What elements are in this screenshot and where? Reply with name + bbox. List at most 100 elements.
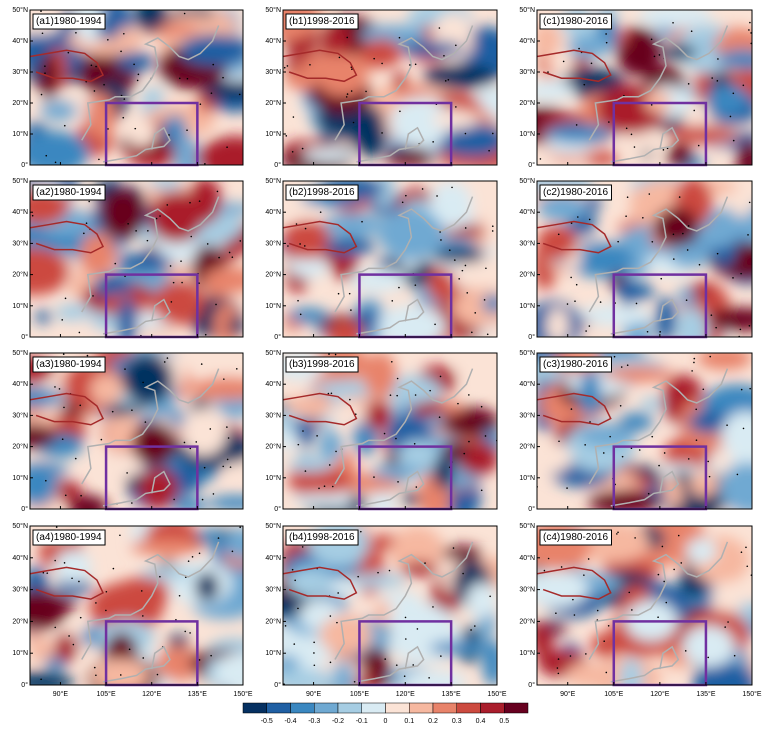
lat-tick-label: 50°N	[265, 349, 281, 357]
coastline	[81, 25, 220, 141]
stipple	[181, 281, 183, 284]
field-blob	[392, 84, 431, 101]
lon-tick-label: 150°E	[233, 690, 252, 698]
coastline	[588, 25, 729, 141]
coastline	[102, 645, 171, 683]
stipple	[398, 286, 400, 289]
stipple	[319, 211, 322, 213]
field-blob	[106, 451, 143, 478]
stipple	[142, 615, 144, 617]
panel-label: (c4)1980-2016	[543, 532, 608, 543]
field-blob	[215, 651, 243, 685]
stipple	[672, 233, 675, 236]
field-blob	[397, 439, 439, 472]
stipple	[727, 621, 729, 623]
stipple	[557, 672, 560, 675]
lat-tick-label: 40°N	[265, 380, 281, 388]
stipple	[577, 216, 579, 218]
stipple	[41, 32, 44, 35]
stipple	[572, 598, 574, 601]
stipple	[491, 132, 494, 135]
stipple	[107, 38, 109, 41]
stipple	[468, 440, 470, 443]
stipple	[557, 233, 560, 236]
stipple	[746, 565, 749, 568]
stipple	[573, 614, 576, 616]
stipple	[126, 472, 128, 474]
stipple	[396, 394, 398, 397]
field-blob	[721, 411, 752, 460]
stipple	[313, 652, 315, 654]
stipple	[78, 580, 80, 583]
panel-label: (b4)1998-2016	[289, 532, 355, 543]
stipple	[483, 299, 486, 301]
field-blob	[170, 497, 208, 509]
stipple	[291, 568, 294, 571]
stipple	[198, 659, 201, 661]
field-blob	[54, 632, 79, 663]
stipple	[79, 404, 82, 407]
stipple	[284, 625, 287, 627]
stipple	[226, 146, 228, 149]
stipple	[742, 427, 745, 430]
stipple	[748, 29, 750, 31]
stipple	[201, 498, 204, 501]
stipple	[299, 243, 301, 245]
stipple	[156, 673, 159, 676]
field-blob	[174, 137, 202, 165]
field-blob	[283, 429, 299, 451]
stipple	[672, 21, 674, 24]
lat-tick-label: 20°N	[12, 443, 28, 451]
stipple	[40, 10, 42, 13]
coastline	[610, 298, 680, 335]
panel-label-box	[285, 529, 359, 546]
panel-label: (b2)1998-2016	[289, 187, 355, 198]
stipple	[238, 93, 241, 96]
coastline	[81, 196, 220, 313]
stipple	[304, 227, 307, 230]
stipple	[599, 301, 602, 303]
coastline	[588, 368, 729, 485]
stipple	[203, 466, 206, 469]
stipple	[111, 410, 114, 413]
stipple	[716, 80, 719, 82]
lat-tick-label: 20°N	[265, 99, 281, 107]
stipple	[401, 201, 404, 204]
stipple	[390, 360, 393, 363]
map-panel	[283, 181, 497, 337]
stipple	[444, 80, 447, 82]
coastline	[334, 196, 474, 313]
panel-label-box	[32, 13, 106, 30]
field-blob	[685, 538, 717, 564]
field-blob	[537, 441, 573, 474]
field	[537, 10, 752, 165]
field-blob	[117, 297, 138, 337]
stipple	[726, 424, 728, 426]
field-blob	[92, 658, 149, 685]
stipple	[414, 394, 417, 396]
stipple	[724, 626, 726, 628]
stipple	[443, 54, 445, 57]
stipple	[424, 562, 426, 564]
map-panel	[537, 10, 752, 165]
field	[537, 353, 752, 509]
stipple	[691, 370, 693, 372]
field-blob	[192, 376, 243, 401]
field-blob	[122, 353, 174, 405]
stipple	[346, 93, 349, 95]
plateau-outline	[283, 392, 358, 426]
stipple	[491, 225, 494, 228]
stipple	[409, 64, 411, 66]
stipple	[183, 441, 186, 444]
colorbar-swatch	[361, 702, 386, 714]
stipple	[395, 437, 397, 440]
stipple	[318, 487, 320, 490]
stipple	[336, 621, 338, 624]
stipple	[698, 263, 701, 266]
lat-tick-label: 30°N	[265, 411, 281, 419]
stipple	[717, 58, 719, 60]
field-blob	[54, 549, 92, 584]
field-blob	[617, 128, 666, 152]
colorbar-tick-label: 0.3	[452, 718, 462, 725]
